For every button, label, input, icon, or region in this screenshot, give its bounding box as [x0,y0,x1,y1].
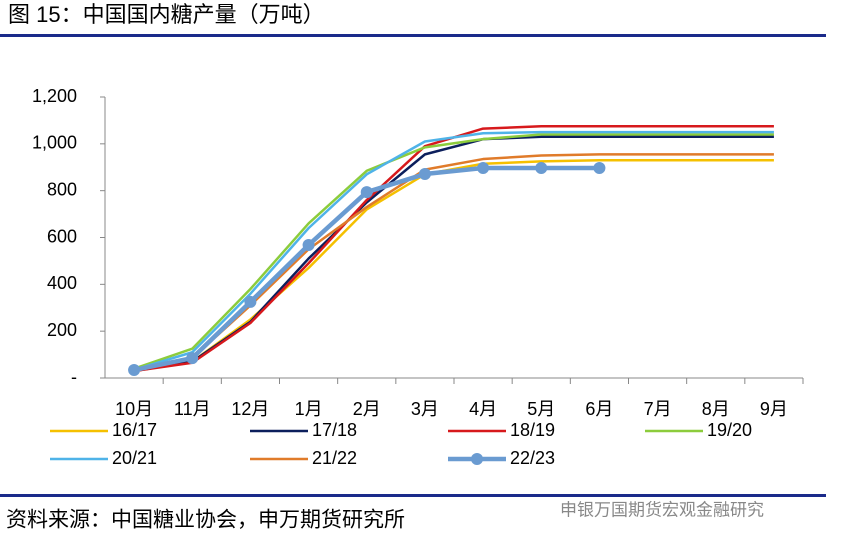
x-tick-label: 10月 [115,399,153,419]
y-tick-label: 200 [47,320,77,340]
watermark: 申银万国期货宏观金融研究 [560,500,764,519]
source: 资料来源：中国糖业协会，申万期货研究所 [6,509,405,532]
series-line [133,158,774,373]
x-tick-label: 2月 [353,399,381,419]
series-line [133,133,774,370]
series-marker [418,168,431,181]
chart-title: 图 15：中国国内糖产量（万吨） [8,2,325,27]
series-marker [244,295,257,308]
legend-label: 20/21 [112,448,157,468]
legend-label: 22/23 [510,448,555,468]
series-marker [186,352,199,365]
series-marker [128,364,141,377]
x-tick-label: 8月 [702,399,730,419]
x-tick-label: 9月 [760,399,788,419]
title-rule [0,34,826,37]
x-tick-label: 3月 [411,399,439,419]
series-line [133,153,774,373]
series-marker [302,238,315,251]
legend-marker [471,453,483,465]
legend-label: 21/22 [312,448,357,468]
series-marker [593,161,606,174]
legend-label: 17/18 [312,420,357,440]
legend-label: 19/20 [707,420,752,440]
series-marker [477,161,490,174]
y-tick-label: 600 [47,226,77,246]
x-tick-label: 12月 [231,399,269,419]
y-tick-label: - [71,367,77,387]
x-tick-label: 1月 [295,399,323,419]
x-tick-label: 5月 [527,399,555,419]
x-tick-label: 4月 [469,399,497,419]
x-tick-label: 11月 [174,399,211,419]
series-marker [360,186,373,199]
x-tick-label: 6月 [585,399,613,419]
x-tick-label: 7月 [644,399,672,419]
y-tick-label: 400 [47,273,77,293]
y-tick-label: 1,200 [32,86,77,106]
legend-label: 18/19 [510,420,555,440]
y-tick-label: 800 [47,179,77,199]
series-line [133,130,774,372]
y-tick-label: 1,000 [32,133,77,153]
series-marker [535,161,548,174]
legend-label: 16/17 [112,420,157,440]
source-rule [0,494,826,497]
